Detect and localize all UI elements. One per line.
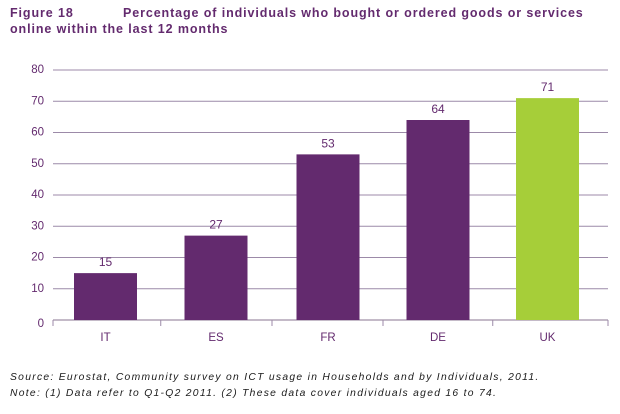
svg-text:60: 60 [31, 127, 44, 139]
svg-text:30: 30 [31, 220, 44, 232]
svg-text:DE: DE [430, 332, 446, 344]
svg-text:IT: IT [100, 332, 110, 344]
svg-text:FR: FR [320, 332, 335, 344]
svg-text:50: 50 [31, 158, 44, 170]
svg-text:71: 71 [541, 80, 555, 94]
svg-text:10: 10 [31, 283, 44, 295]
svg-text:ES: ES [208, 332, 224, 344]
svg-text:0: 0 [38, 318, 44, 330]
svg-text:UK: UK [540, 332, 556, 344]
svg-text:40: 40 [31, 189, 44, 201]
svg-text:70: 70 [31, 95, 44, 107]
svg-text:15: 15 [99, 255, 113, 269]
svg-text:27: 27 [209, 218, 223, 232]
svg-text:20: 20 [31, 252, 44, 264]
svg-text:80: 80 [31, 64, 44, 76]
svg-text:53: 53 [321, 137, 335, 151]
svg-text:64: 64 [431, 102, 445, 116]
